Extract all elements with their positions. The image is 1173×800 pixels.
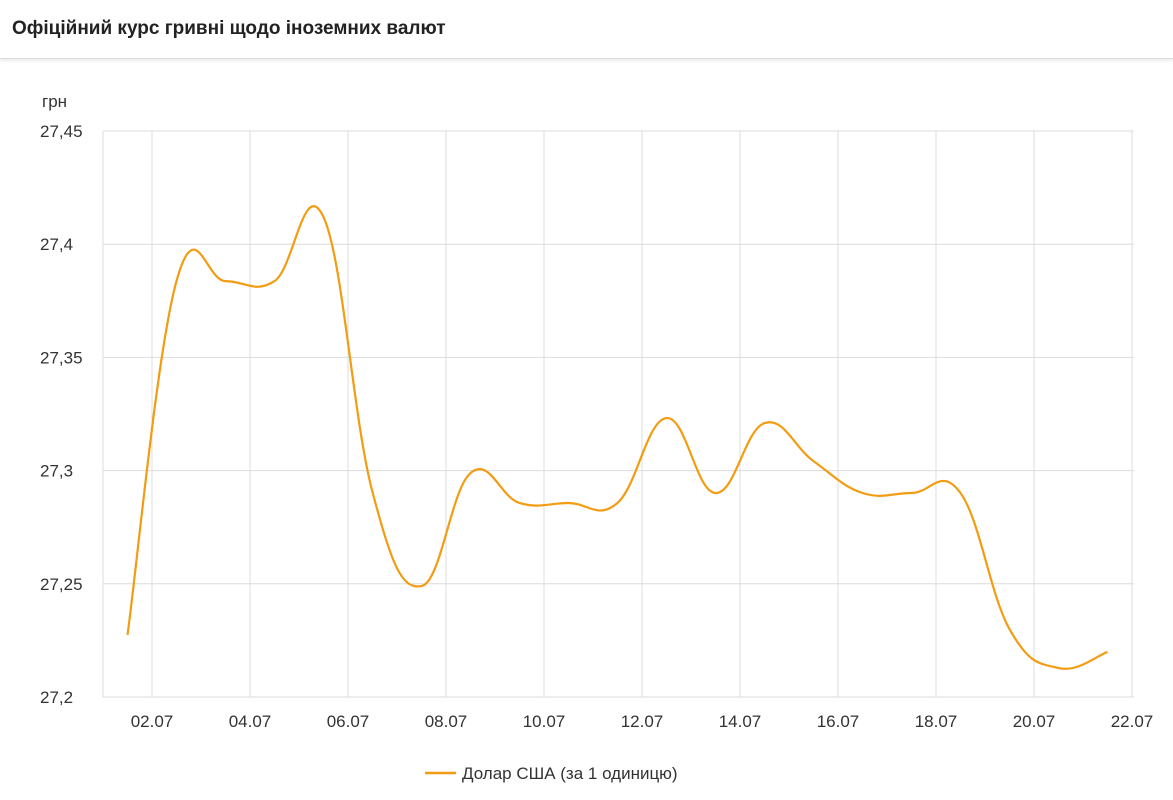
x-tick-label: 02.07 (131, 712, 174, 731)
x-tick-label: 22.07 (1111, 712, 1154, 731)
y-tick-label: 27,3 (40, 462, 73, 481)
x-tick-label: 18.07 (915, 712, 958, 731)
y-tick-label: 27,2 (40, 688, 73, 707)
y-tick-label: 27,25 (40, 575, 83, 594)
x-tick-label: 04.07 (229, 712, 272, 731)
y-axis-label: грн (42, 92, 67, 111)
x-tick-label: 12.07 (621, 712, 664, 731)
y-tick-label: 27,4 (40, 235, 73, 254)
x-tick-label: 14.07 (719, 712, 762, 731)
y-tick-label: 27,45 (40, 122, 83, 141)
series-line-usd (126, 205, 1108, 670)
x-tick-label: 16.07 (817, 712, 860, 731)
y-tick-label: 27,35 (40, 348, 83, 367)
x-tick-label: 06.07 (327, 712, 370, 731)
legend[interactable]: Долар США (за 1 одиницю) (425, 764, 678, 783)
x-tick-label: 20.07 (1013, 712, 1056, 731)
page-header: Офіційний курс гривні щодо іноземних вал… (0, 0, 1173, 59)
x-tick-label: 10.07 (523, 712, 566, 731)
legend-label: Долар США (за 1 одиницю) (462, 764, 678, 783)
page-title: Офіційний курс гривні щодо іноземних вал… (12, 18, 446, 39)
x-tick-label: 08.07 (425, 712, 468, 731)
